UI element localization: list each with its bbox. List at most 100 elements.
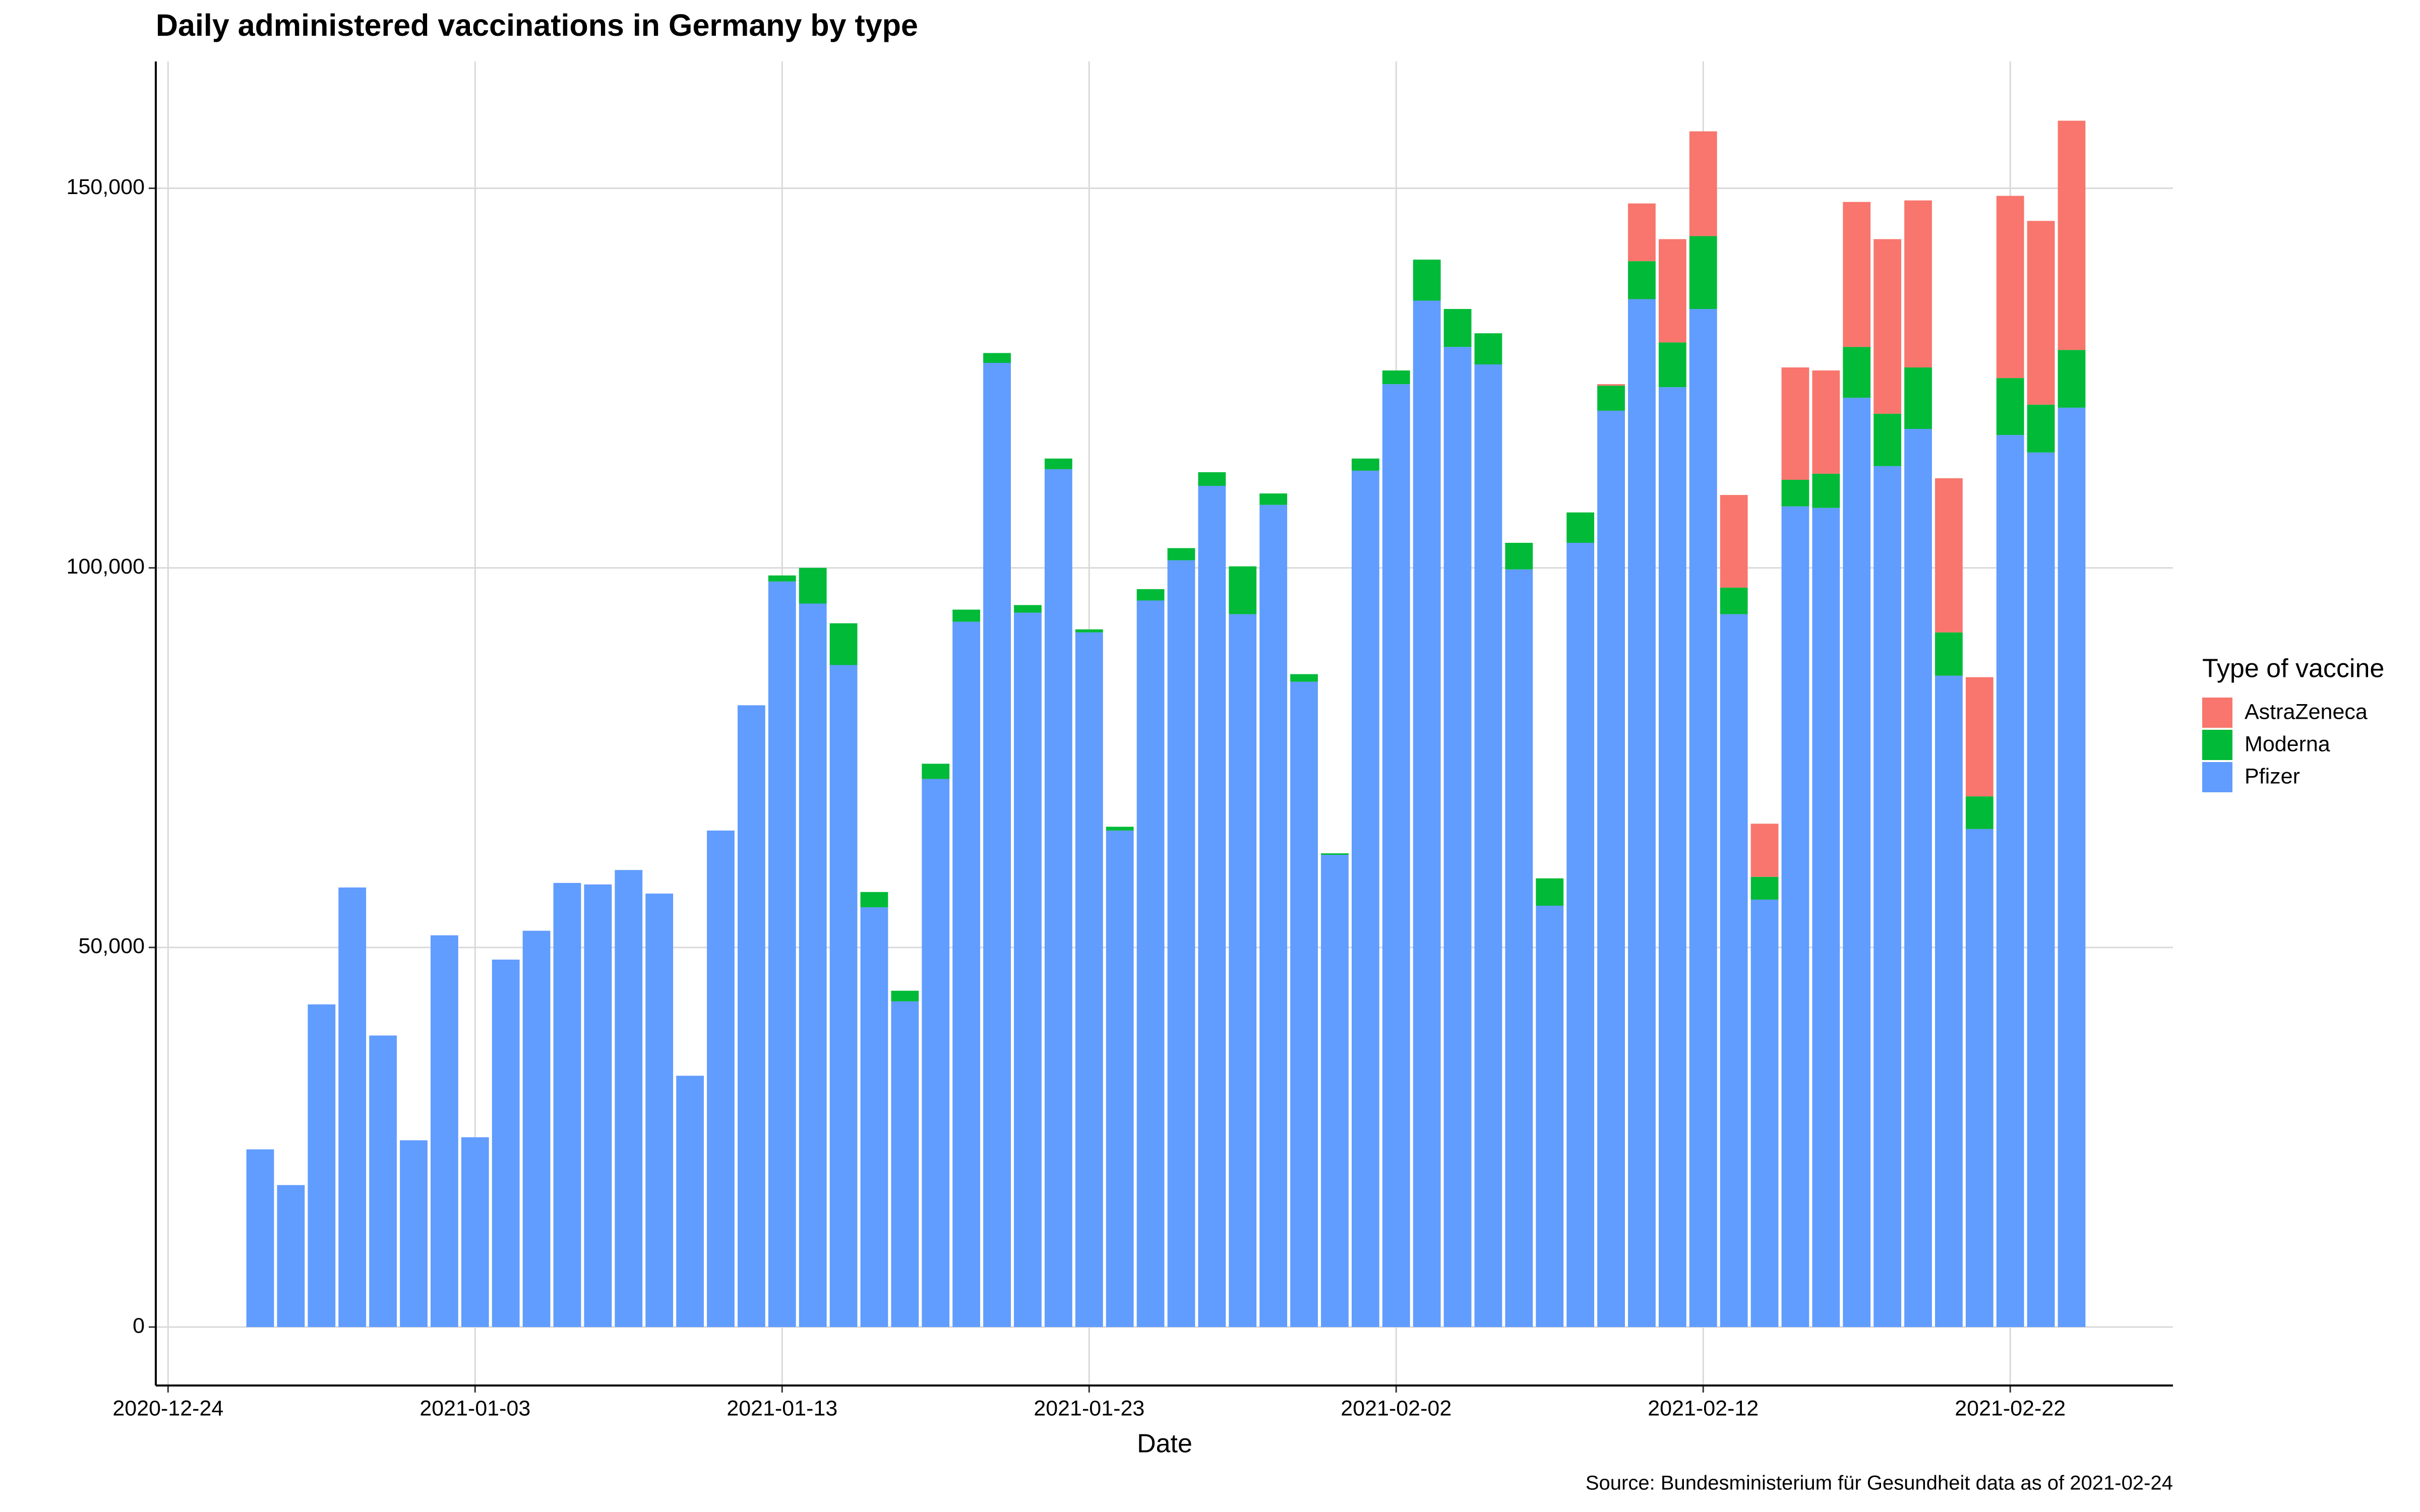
bar-segment (338, 887, 367, 1328)
bar-segment (1873, 413, 1902, 466)
bar-segment (2058, 120, 2086, 350)
bar-segment (860, 907, 888, 1328)
bar-segment (1474, 333, 1502, 365)
bar-segment (1290, 681, 1318, 1328)
bar-segment (1750, 899, 1779, 1328)
caption: Source: Bundesministerium für Gesundheit… (1586, 1472, 2173, 1494)
bar-segment (1873, 466, 1902, 1328)
bar-segment (799, 603, 827, 1328)
bar-segment (952, 609, 981, 622)
bar-segment (1106, 827, 1134, 831)
bar-segment (1781, 479, 1809, 507)
bar-segment (1413, 300, 1441, 1328)
bar-segment (1014, 605, 1042, 613)
bar-segment (1628, 203, 1656, 262)
bar-segment (1351, 458, 1379, 471)
bar-segment (645, 893, 674, 1328)
bar-segment (922, 779, 950, 1328)
bar-segment (1720, 587, 1748, 614)
bar-segment (1689, 131, 1717, 236)
bar-segment (1566, 512, 1595, 543)
bar-segment (461, 1137, 489, 1328)
bar-segment (1443, 347, 1472, 1328)
bar-segment (1566, 542, 1595, 1328)
legend-label: AstraZeneca (2245, 700, 2368, 724)
bar-segment (1873, 239, 1902, 414)
bar-segment (1290, 674, 1318, 682)
y-tick-label: 150,000 (67, 175, 145, 199)
bar-segment (1996, 435, 2024, 1328)
bar-segment (1965, 796, 1993, 829)
legend-key (2202, 762, 2232, 792)
bar-segment (1259, 505, 1288, 1328)
bar-segment (1075, 632, 1103, 1328)
bar-segment (1014, 612, 1042, 1328)
bar-segment (707, 830, 735, 1328)
bar-segment (1351, 470, 1379, 1328)
bar-segment (952, 621, 981, 1328)
bar-segment (1536, 878, 1564, 906)
bar-segment (522, 930, 551, 1328)
bar-segment (768, 575, 796, 582)
x-tick-label: 2021-01-13 (727, 1396, 837, 1420)
bar-segment (1812, 370, 1840, 474)
bar-segment (2058, 407, 2086, 1328)
bar-segment (1720, 495, 1748, 588)
x-tick-label: 2021-01-03 (419, 1396, 530, 1420)
bar-segment (1781, 367, 1809, 480)
bar-segment (308, 1004, 336, 1328)
bar-segment (1229, 614, 1257, 1328)
legend-key (2202, 698, 2232, 728)
bar-segment (1935, 675, 1963, 1328)
bar-segment (1904, 200, 1932, 368)
chart-title: Daily administered vaccinations in Germa… (156, 8, 918, 42)
bar-segment (246, 1149, 274, 1328)
bar-segment (1259, 493, 1288, 505)
bar-segment (1597, 386, 1625, 411)
bar-segment (1382, 384, 1410, 1328)
x-tick-label: 2021-02-02 (1341, 1396, 1451, 1420)
bar-segment (1843, 202, 1871, 347)
bar-segment (1750, 824, 1779, 877)
bar-segment (1996, 196, 2024, 379)
bar-segment (492, 959, 520, 1328)
bar-segment (1198, 472, 1226, 486)
bar-segment (676, 1076, 704, 1328)
bar-segment (369, 1035, 397, 1328)
y-tick-label: 50,000 (78, 934, 145, 958)
legend-label: Pfizer (2245, 764, 2300, 788)
bar-segment (738, 705, 765, 1328)
bar-segment (1136, 600, 1165, 1328)
bar-segment (829, 665, 858, 1328)
legend-key (2202, 730, 2232, 760)
bar-segment (2058, 350, 2086, 408)
bar-segment (1781, 506, 1809, 1328)
bar-segment (1965, 829, 1993, 1328)
bar-segment (1505, 569, 1533, 1328)
bar-segment (1720, 614, 1748, 1328)
legend-label: Moderna (2245, 732, 2330, 756)
y-tick-label: 0 (133, 1313, 145, 1338)
bar-segment (1658, 342, 1686, 388)
bar-segment (431, 935, 458, 1328)
bar-segment (891, 1001, 919, 1328)
bar-segment (1628, 261, 1656, 299)
bar-segment (1536, 906, 1564, 1328)
y-tick-label: 100,000 (67, 554, 145, 579)
bar-segment (1935, 478, 1963, 633)
bar-segment (1167, 548, 1195, 560)
bar-segment (1597, 384, 1625, 386)
x-tick-label: 2021-01-23 (1034, 1396, 1144, 1420)
bar-segment (615, 870, 643, 1328)
bar-segment (400, 1140, 428, 1328)
x-tick-label: 2021-02-22 (1955, 1396, 2066, 1420)
x-tick-label: 2020-12-24 (112, 1396, 223, 1420)
bar-segment (983, 353, 1011, 363)
bar-segment (2027, 404, 2055, 453)
bar-segment (1628, 299, 1656, 1328)
bar-segment (891, 990, 919, 1001)
bar-segment (983, 363, 1011, 1328)
bar-segment (1413, 260, 1441, 301)
